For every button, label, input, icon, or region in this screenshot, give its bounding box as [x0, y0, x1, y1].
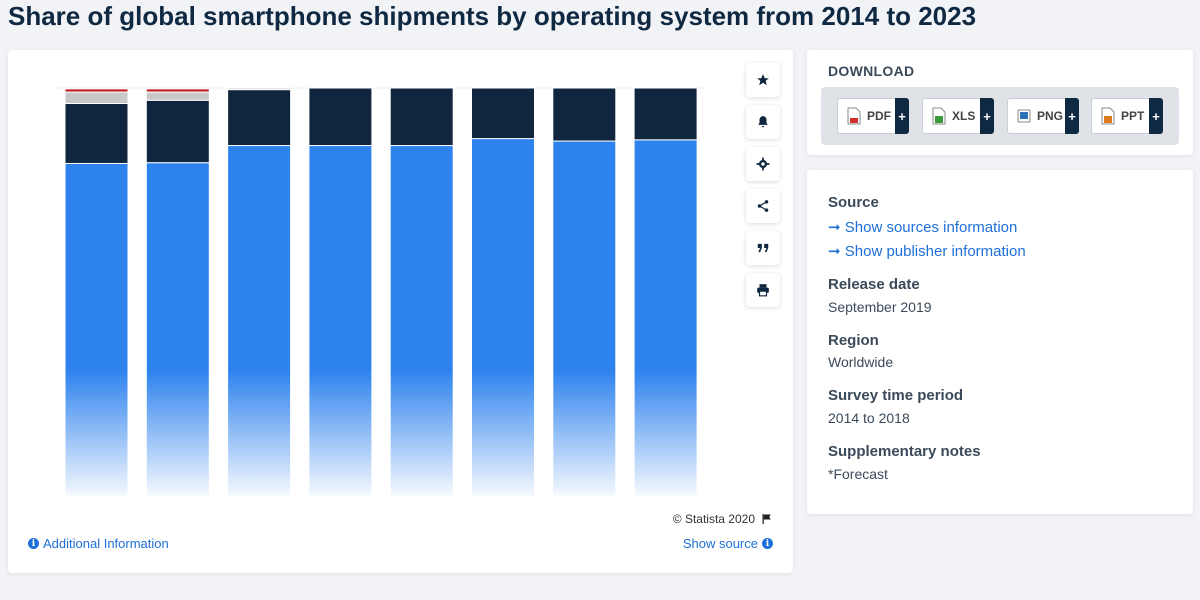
region-heading: Region — [828, 332, 879, 349]
favorite-button[interactable] — [746, 63, 780, 97]
plus-icon: + — [1149, 98, 1163, 134]
plus-icon: + — [1065, 98, 1079, 134]
bar-segment-1-series-2[interactable] — [64, 103, 129, 164]
download-bar: PDF + XLS + PNG + PPT + — [821, 87, 1179, 145]
copyright-text: © Statista 2020 — [672, 512, 755, 526]
download-png-button[interactable]: PNG + — [1007, 98, 1079, 134]
notification-button[interactable] — [746, 105, 780, 139]
share-icon — [757, 200, 769, 212]
bell-icon — [758, 116, 768, 128]
supplementary-notes-value: *Forecast — [828, 466, 888, 482]
bar-segment-2-series-4[interactable] — [145, 88, 210, 93]
supplementary-notes-heading: Supplementary notes — [828, 443, 981, 460]
bar-segment-3-series-2[interactable] — [227, 89, 292, 147]
download-xls-button[interactable]: XLS + — [922, 98, 994, 134]
show-source-label: Show source — [682, 536, 758, 551]
share-button[interactable] — [746, 189, 780, 223]
arrow-right-icon: ➞ — [828, 219, 845, 236]
chart-fade-overlay — [48, 370, 718, 498]
print-button[interactable] — [746, 273, 780, 307]
survey-period-value: 2014 to 2018 — [828, 410, 910, 426]
copyright-notice: © Statista 2020 — [673, 512, 773, 526]
xls-file-icon — [932, 107, 946, 125]
bar-segment-6-series-2[interactable] — [471, 87, 535, 140]
additional-information-label: Additional Information — [43, 536, 169, 551]
stacked-bar-chart — [48, 87, 718, 498]
gear-icon — [756, 157, 770, 171]
source-heading: Source — [828, 194, 879, 211]
additional-information-link[interactable]: i Additional Information — [28, 536, 169, 551]
statistic-info-card: Source ➞ Show sources information ➞ Show… — [807, 170, 1193, 514]
show-publisher-link[interactable]: ➞ Show publisher information — [828, 242, 1026, 260]
download-pdf-button[interactable]: PDF + — [837, 98, 909, 134]
ppt-label: PPT — [1121, 109, 1145, 123]
show-sources-label: Show sources information — [844, 219, 1018, 236]
png-file-icon — [1017, 107, 1031, 125]
pdf-file-icon — [847, 107, 861, 125]
settings-button[interactable] — [746, 147, 780, 181]
ppt-file-icon — [1101, 107, 1115, 125]
region-value: Worldwide — [828, 354, 894, 370]
chart-card: © Statista 2020 i Additional Information… — [8, 50, 793, 573]
arrow-right-icon: ➞ — [828, 243, 845, 260]
xls-label: XLS — [952, 109, 976, 123]
bar-segment-1-series-3[interactable] — [64, 91, 129, 105]
bar-segment-8-series-2[interactable] — [633, 87, 698, 141]
cite-button[interactable] — [746, 231, 780, 265]
flag-icon[interactable] — [761, 513, 773, 525]
png-label: PNG — [1037, 109, 1064, 123]
quote-icon — [757, 243, 769, 253]
download-title: DOWNLOAD — [828, 63, 915, 79]
bar-segment-5-series-2[interactable] — [389, 87, 454, 147]
release-date-value: September 2019 — [828, 299, 932, 315]
survey-period-heading: Survey time period — [828, 387, 964, 404]
bar-segment-4-series-2[interactable] — [308, 87, 373, 147]
print-icon — [757, 284, 769, 297]
plus-icon: + — [895, 98, 909, 134]
star-icon — [757, 74, 769, 86]
download-card: DOWNLOAD PDF + XLS + PNG + P — [807, 50, 1193, 155]
show-source-link[interactable]: Show source i — [683, 536, 773, 551]
page-title: Share of global smartphone shipments by … — [8, 1, 977, 31]
bar-segment-2-series-3[interactable] — [145, 91, 210, 101]
release-date-heading: Release date — [828, 276, 920, 293]
plus-icon: + — [980, 98, 994, 134]
bar-segment-7-series-2[interactable] — [552, 87, 617, 142]
bar-segment-2-series-2[interactable] — [145, 99, 210, 164]
download-ppt-button[interactable]: PPT + — [1091, 98, 1163, 134]
pdf-label: PDF — [867, 109, 891, 123]
show-sources-link[interactable]: ➞ Show sources information — [828, 218, 1017, 236]
show-publisher-label: Show publisher information — [844, 243, 1026, 260]
info-icon: i — [762, 538, 773, 549]
bar-segment-3-series-3[interactable] — [227, 87, 292, 91]
bar-segment-1-series-4[interactable] — [64, 88, 129, 93]
info-icon: i — [28, 538, 39, 549]
